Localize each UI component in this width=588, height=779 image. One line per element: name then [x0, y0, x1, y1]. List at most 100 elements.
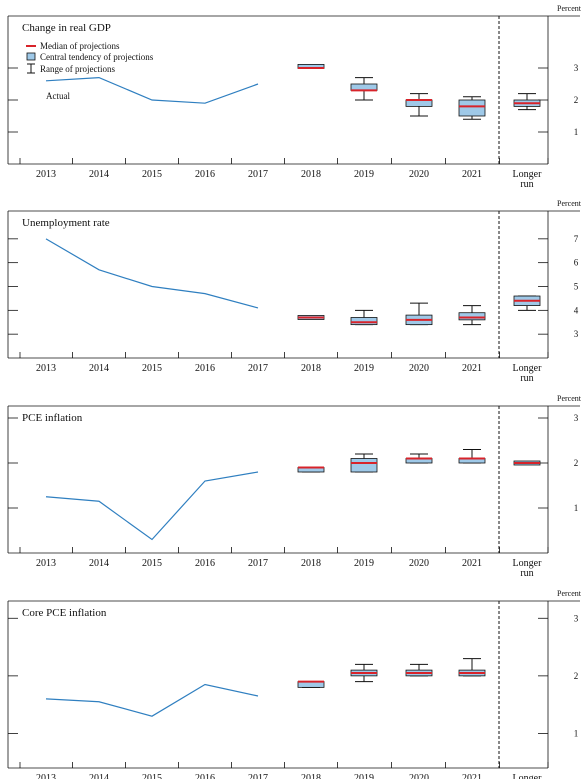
chart-title: Unemployment rate [22, 217, 110, 229]
x-tick-label: 2016 [195, 773, 215, 779]
legend-range-label: Range of projections [40, 64, 115, 74]
projection-2021 [458, 449, 486, 464]
x-tick-label: Longer [513, 558, 543, 569]
chart-panel-2: Percent 3 4 5 6 7 2013 2014 2015 2016 2017 2018 2019… [7, 199, 582, 384]
x-tick-label: Longer [513, 773, 543, 779]
x-tick-label: 2020 [409, 773, 429, 779]
percent-unit-label: Percent [557, 394, 582, 403]
projection-longer-run [513, 295, 541, 311]
central-tendency-box [350, 317, 378, 326]
projection-2020 [405, 93, 433, 117]
x-tick-label: 2014 [89, 773, 109, 779]
chart-panel-1: Percent 1 2 3 2013 2014 2015 2016 2017 2018 2019 20… [7, 4, 582, 190]
x-tick-label: 2017 [248, 558, 268, 569]
x-tick-label: 2018 [301, 363, 321, 374]
chart-title: Change in real GDP [22, 22, 111, 34]
projection-longer-run [513, 460, 541, 466]
y-tick-label: 3 [574, 413, 579, 423]
y-tick-label: 2 [574, 671, 579, 681]
y-tick-label: 7 [574, 234, 579, 244]
x-tick-label: run [520, 373, 533, 384]
actual-label: Actual [46, 91, 70, 101]
x-tick-label: run [520, 179, 533, 190]
x-tick-label: 2014 [89, 363, 109, 374]
projection-2019 [350, 453, 378, 473]
y-tick-label: 1 [574, 728, 579, 738]
actual-series-line [45, 471, 259, 541]
projection-2018 [297, 64, 325, 69]
y-tick-label: 2 [574, 458, 579, 468]
y-tick-label: 1 [574, 127, 579, 137]
legend-central-swatch [26, 52, 36, 61]
projection-2018 [297, 315, 325, 320]
actual-series-line [45, 683, 259, 717]
percent-unit-label: Percent [557, 589, 582, 598]
percent-unit-label: Percent [557, 199, 582, 208]
x-tick-label: 2020 [409, 363, 429, 374]
y-tick-label: 3 [574, 613, 579, 623]
x-tick-label: 2015 [142, 169, 162, 180]
legend-central-label: Central tendency of projections [40, 52, 154, 62]
x-tick-label: 2020 [409, 169, 429, 180]
x-tick-label: 2013 [36, 363, 56, 374]
x-tick-label: 2013 [36, 773, 56, 779]
x-tick-label: 2021 [462, 773, 482, 779]
y-tick-label: 2 [574, 95, 579, 105]
x-tick-label: 2021 [462, 558, 482, 569]
projection-2018 [297, 466, 325, 473]
projection-2021 [458, 305, 486, 326]
x-tick-label: 2018 [301, 169, 321, 180]
chart-panel-3: Percent 1 2 3 2013 2014 2015 2016 2017 2018 2019 20… [7, 394, 582, 579]
x-tick-label: 2015 [142, 558, 162, 569]
y-tick-label: 1 [574, 503, 579, 513]
chart-title: Core PCE inflation [22, 607, 107, 619]
projection-longer-run [513, 93, 541, 111]
actual-series-line [45, 76, 259, 104]
projection-2020 [405, 453, 433, 464]
y-tick-label: 4 [574, 305, 579, 315]
x-tick-label: 2016 [195, 558, 215, 569]
x-tick-label: 2021 [462, 169, 482, 180]
x-tick-label: 2016 [195, 169, 215, 180]
projection-2019 [350, 663, 378, 683]
y-tick-label: 3 [574, 63, 579, 73]
y-tick-label: 6 [574, 258, 579, 268]
projection-2019 [350, 309, 378, 326]
central-tendency-box [458, 99, 486, 117]
x-tick-label: 2017 [248, 773, 268, 779]
x-tick-label: 2019 [354, 558, 374, 569]
projection-2020 [405, 302, 433, 326]
x-tick-label: 2020 [409, 558, 429, 569]
x-tick-label: Longer [513, 363, 543, 374]
x-tick-label: 2019 [354, 169, 374, 180]
x-tick-label: 2013 [36, 169, 56, 180]
actual-series-line [45, 238, 259, 309]
x-tick-label: 2019 [354, 773, 374, 779]
projection-2020 [405, 663, 433, 677]
percent-unit-label: Percent [557, 4, 582, 13]
x-tick-label: 2015 [142, 363, 162, 374]
chart-panel-4: Percent 1 2 3 2013 2014 2015 2016 2017 2018 2019 20… [7, 589, 582, 779]
projection-2019 [350, 77, 378, 101]
x-tick-label: 2013 [36, 558, 56, 569]
x-tick-label: Longer [513, 169, 543, 180]
x-tick-label: 2017 [248, 169, 268, 180]
central-tendency-box [458, 312, 486, 321]
legend-median-label: Median of projections [40, 41, 120, 51]
x-tick-label: 2018 [301, 558, 321, 569]
x-tick-label: 2018 [301, 773, 321, 779]
y-tick-label: 3 [574, 329, 579, 339]
x-tick-label: 2021 [462, 363, 482, 374]
projection-2018 [297, 680, 325, 688]
x-tick-label: 2014 [89, 558, 109, 569]
x-tick-label: run [520, 568, 533, 579]
x-tick-label: 2016 [195, 363, 215, 374]
chart-title: PCE inflation [22, 412, 83, 424]
projection-2021 [458, 658, 486, 677]
x-tick-label: 2014 [89, 169, 109, 180]
central-tendency-box [350, 458, 378, 473]
x-tick-label: 2017 [248, 363, 268, 374]
x-tick-label: 2015 [142, 773, 162, 779]
